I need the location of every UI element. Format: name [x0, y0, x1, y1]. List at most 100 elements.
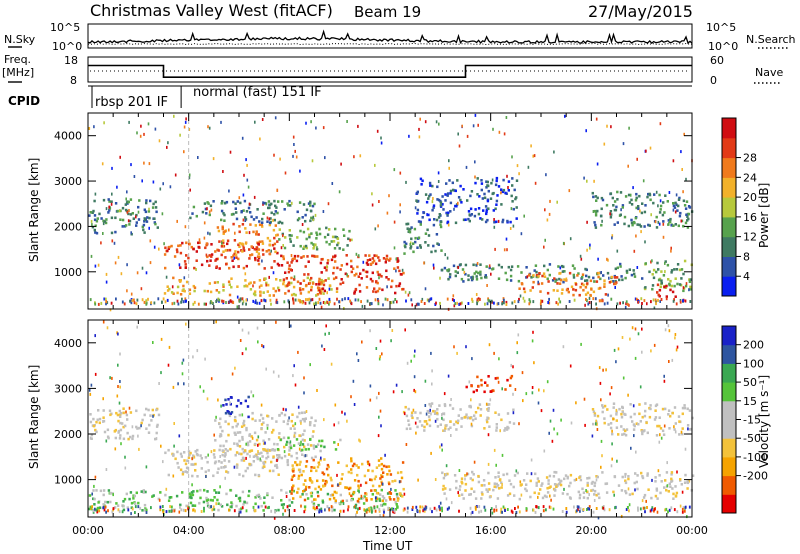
data-cell — [500, 418, 503, 422]
noise-cell — [295, 155, 298, 159]
data-cell — [609, 426, 613, 430]
ground-cell — [180, 300, 182, 304]
data-cell — [224, 201, 227, 205]
data-cell — [209, 290, 213, 294]
data-cell — [220, 461, 223, 464]
noise-cell — [203, 236, 206, 240]
noise-cell — [314, 213, 317, 217]
data-cell — [386, 473, 389, 476]
noise-cell — [488, 343, 491, 347]
data-cell — [618, 407, 621, 411]
noise-cell — [297, 405, 300, 409]
data-cell — [658, 211, 662, 214]
noise-cell — [452, 294, 455, 298]
data-cell — [548, 273, 551, 277]
data-cell — [238, 473, 241, 476]
ground-cell — [336, 297, 338, 301]
noise-cell — [184, 225, 187, 229]
ground-cell — [670, 506, 673, 510]
data-cell — [342, 248, 345, 251]
ground-cell — [579, 507, 582, 511]
data-cell — [535, 270, 538, 274]
noise-cell — [556, 200, 558, 204]
data-cell — [403, 252, 406, 255]
noise-cell — [233, 465, 236, 469]
data-cell — [330, 258, 334, 262]
data-cell — [181, 241, 184, 245]
data-cell — [215, 289, 218, 292]
noise-cell — [369, 329, 371, 333]
data-cell — [301, 288, 305, 291]
noise-cell — [225, 301, 227, 304]
data-cell — [290, 478, 294, 481]
noise-cell — [600, 465, 602, 469]
ground-cell — [654, 298, 657, 302]
ground-cell — [162, 297, 165, 301]
noise-cell — [258, 285, 261, 289]
data-cell — [456, 179, 459, 182]
data-cell — [95, 489, 98, 492]
data-cell — [135, 491, 138, 495]
noise-cell — [627, 487, 630, 491]
ground-cell — [616, 302, 619, 306]
data-cell — [212, 453, 216, 456]
data-cell — [217, 291, 221, 294]
data-cell — [395, 492, 399, 496]
data-cell — [138, 426, 141, 430]
data-cell — [248, 248, 251, 251]
data-cell — [235, 451, 239, 454]
data-cell — [220, 505, 224, 508]
data-cell — [378, 273, 382, 277]
data-cell — [232, 222, 235, 226]
noise-cell — [624, 306, 627, 309]
colorbar-swatch — [722, 256, 736, 277]
data-cell — [480, 188, 483, 192]
data-cell — [385, 257, 389, 261]
data-cell — [261, 217, 264, 221]
data-cell — [302, 203, 306, 206]
noise-cell — [501, 453, 504, 457]
data-cell — [442, 418, 445, 422]
data-cell — [492, 209, 495, 212]
data-cell — [246, 466, 249, 470]
data-cell — [306, 255, 309, 258]
data-cell — [328, 284, 332, 287]
noise-cell — [160, 444, 162, 448]
noise-cell — [140, 424, 142, 428]
data-cell — [224, 249, 228, 252]
ground-cell — [415, 505, 418, 509]
noise-cell — [501, 387, 503, 391]
data-cell — [385, 465, 388, 469]
noise-cell — [401, 268, 404, 272]
data-cell — [676, 282, 679, 286]
data-cell — [301, 438, 305, 442]
data-cell — [621, 204, 625, 207]
noise-cell — [600, 271, 602, 274]
data-cell — [148, 423, 151, 427]
data-cell — [505, 192, 508, 195]
ground-cell — [270, 302, 272, 306]
data-cell — [140, 490, 143, 493]
noise-cell — [434, 478, 437, 481]
ground-cell — [540, 299, 542, 303]
data-cell — [635, 206, 638, 210]
data-cell — [234, 433, 237, 436]
ground-cell — [387, 506, 390, 510]
data-cell — [166, 285, 169, 288]
data-cell — [413, 227, 417, 231]
data-cell — [260, 223, 263, 226]
ground-cell — [97, 302, 100, 306]
noise-cell — [390, 339, 392, 343]
data-cell — [437, 198, 441, 202]
data-cell — [319, 261, 323, 265]
colorbar-swatch — [722, 276, 736, 297]
data-cell — [264, 202, 267, 205]
colorbar-tick-label: 8 — [743, 250, 750, 263]
data-cell — [638, 223, 641, 227]
data-cell — [402, 287, 405, 291]
noise-cell — [161, 212, 164, 216]
ground-cell — [532, 508, 535, 512]
noise-cell — [112, 493, 114, 497]
nave-ytick-bottom: 0 — [710, 74, 717, 87]
data-cell — [525, 483, 528, 486]
